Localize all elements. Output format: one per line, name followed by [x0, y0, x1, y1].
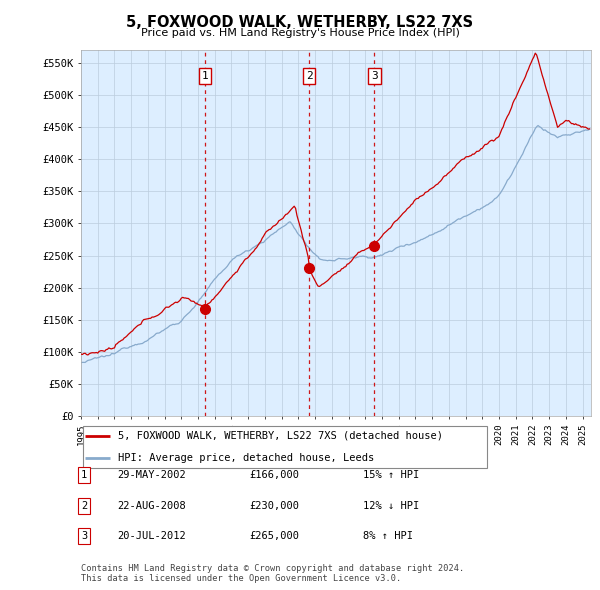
- Text: £265,000: £265,000: [249, 532, 299, 541]
- Text: 22-AUG-2008: 22-AUG-2008: [117, 501, 186, 510]
- Text: 2: 2: [81, 501, 87, 510]
- Text: 3: 3: [81, 532, 87, 541]
- Text: 3: 3: [371, 71, 378, 81]
- Text: 5, FOXWOOD WALK, WETHERBY, LS22 7XS (detached house): 5, FOXWOOD WALK, WETHERBY, LS22 7XS (det…: [118, 431, 443, 441]
- Text: 15% ↑ HPI: 15% ↑ HPI: [363, 470, 419, 480]
- Text: 1: 1: [81, 470, 87, 480]
- Text: 5, FOXWOOD WALK, WETHERBY, LS22 7XS: 5, FOXWOOD WALK, WETHERBY, LS22 7XS: [127, 15, 473, 30]
- Text: £230,000: £230,000: [249, 501, 299, 510]
- Text: 20-JUL-2012: 20-JUL-2012: [117, 532, 186, 541]
- Text: 29-MAY-2002: 29-MAY-2002: [117, 470, 186, 480]
- Text: £166,000: £166,000: [249, 470, 299, 480]
- FancyBboxPatch shape: [83, 426, 487, 468]
- Text: Contains HM Land Registry data © Crown copyright and database right 2024.
This d: Contains HM Land Registry data © Crown c…: [81, 563, 464, 583]
- Text: 12% ↓ HPI: 12% ↓ HPI: [363, 501, 419, 510]
- Text: 8% ↑ HPI: 8% ↑ HPI: [363, 532, 413, 541]
- Text: HPI: Average price, detached house, Leeds: HPI: Average price, detached house, Leed…: [118, 453, 374, 463]
- Text: Price paid vs. HM Land Registry's House Price Index (HPI): Price paid vs. HM Land Registry's House …: [140, 28, 460, 38]
- Text: 1: 1: [202, 71, 208, 81]
- Text: 2: 2: [306, 71, 313, 81]
